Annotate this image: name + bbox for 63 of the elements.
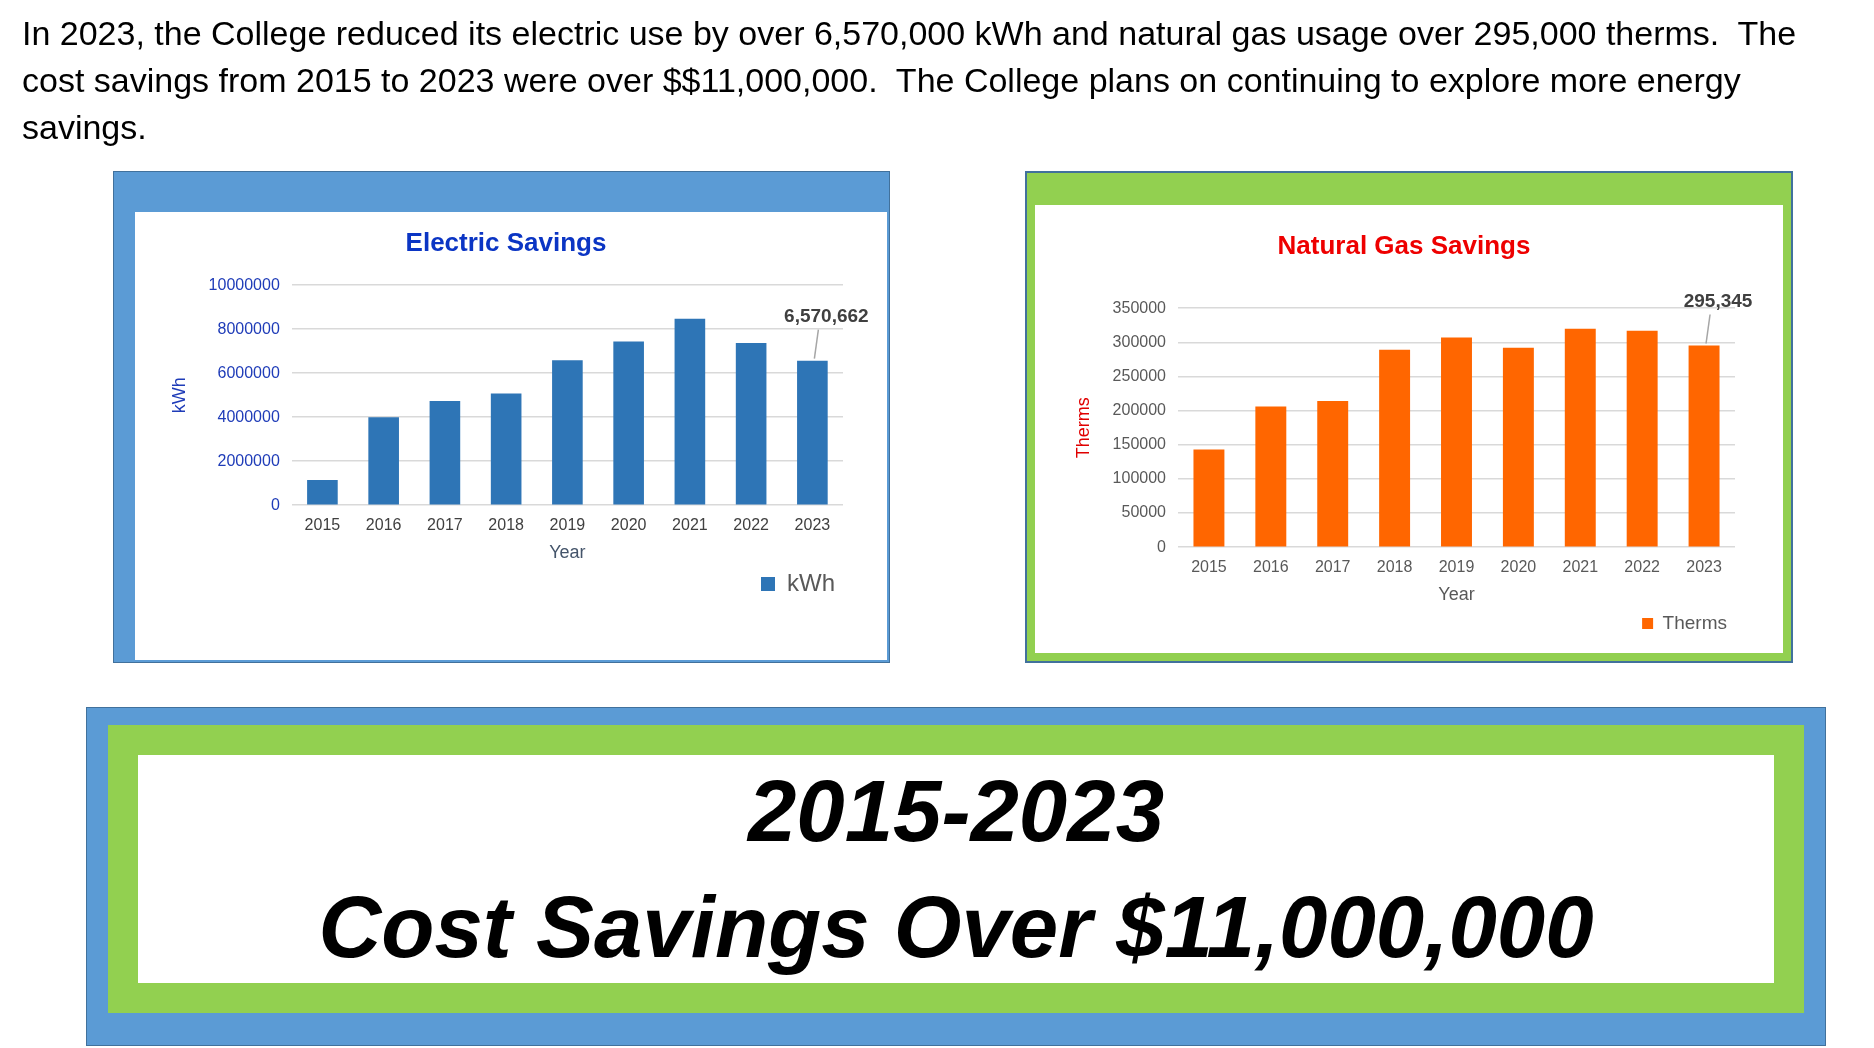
x-tick-label: 2021 (672, 516, 708, 534)
x-tick-label: 2023 (1686, 558, 1722, 576)
y-tick-label: 200000 (1112, 401, 1167, 419)
legend-label: Therms (1662, 611, 1728, 633)
text: Cost Savings Over $11,000,000 (318, 877, 1594, 977)
y-axis-title: Therms (1072, 397, 1093, 459)
x-axis-title: Year (549, 542, 586, 563)
text: 2015-2023 (747, 761, 1165, 861)
bar (1502, 347, 1534, 547)
y-tick-label: 350000 (1112, 298, 1167, 316)
x-tick-label: 2016 (1253, 558, 1289, 576)
y-tick-label: 300000 (1112, 332, 1167, 350)
y-tick-label: 2000000 (217, 451, 280, 469)
bar (1255, 406, 1287, 547)
x-axis-title: Year (1438, 584, 1475, 605)
x-tick-label: 2018 (488, 516, 525, 534)
y-tick-label: 6000000 (217, 363, 280, 381)
bar (613, 341, 644, 505)
x-tick-label: 2022 (1624, 558, 1661, 576)
bar (1379, 349, 1411, 547)
x-tick-label: 2023 (794, 516, 831, 534)
bar (735, 343, 767, 505)
y-tick-label: 0 (1157, 537, 1167, 555)
bar (1441, 337, 1472, 547)
bar (1317, 401, 1349, 547)
y-tick-label: 10000000 (208, 275, 280, 293)
bar (1626, 330, 1658, 547)
x-tick-label: 2018 (1376, 558, 1413, 576)
x-tick-label: 2016 (365, 516, 402, 534)
bar (674, 318, 706, 505)
y-tick-label: 4000000 (217, 407, 280, 425)
bar (1193, 449, 1225, 547)
bar (1564, 328, 1596, 547)
y-axis-title: kWh (168, 377, 189, 414)
data-label: 6,570,662 (784, 305, 869, 327)
bar (368, 417, 399, 505)
x-tick-label: 2015 (1191, 558, 1227, 576)
y-tick-label: 150000 (1112, 435, 1167, 453)
x-tick-label: 2019 (549, 516, 586, 534)
y-tick-label: 100000 (1112, 469, 1167, 487)
y-tick-label: 250000 (1112, 366, 1167, 384)
y-tick-label: 50000 (1121, 503, 1167, 521)
chart-title: Electric Savings (405, 226, 607, 257)
bar (797, 360, 828, 505)
x-tick-label: 2017 (1314, 558, 1351, 576)
x-tick-label: 2019 (1438, 558, 1475, 576)
bar (1688, 345, 1720, 547)
bar (429, 400, 461, 505)
data-label: 295,345 (1683, 290, 1753, 312)
y-tick-label: 0 (270, 495, 280, 513)
chart-title: Natural Gas Savings (1277, 229, 1531, 260)
bar (307, 479, 338, 505)
x-tick-label: 2020 (610, 516, 647, 534)
x-tick-label: 2020 (1500, 558, 1537, 576)
bar (490, 393, 522, 505)
y-tick-label: 8000000 (217, 319, 280, 337)
x-tick-label: 2021 (1562, 558, 1599, 576)
bar (552, 360, 583, 505)
legend-label: kWh (787, 568, 835, 596)
text: In 2023, the College reduced its electric use by over 6,570,000 kWh and natural gas usage over 295,000 therms. The cost savings from 2015 to 2023 were over $$11,000,000. The College plans on continuing to explore more energy savings. (22, 10, 1834, 151)
x-tick-label: 2015 (304, 516, 341, 534)
x-tick-label: 2022 (733, 516, 770, 534)
x-tick-label: 2017 (427, 516, 463, 534)
